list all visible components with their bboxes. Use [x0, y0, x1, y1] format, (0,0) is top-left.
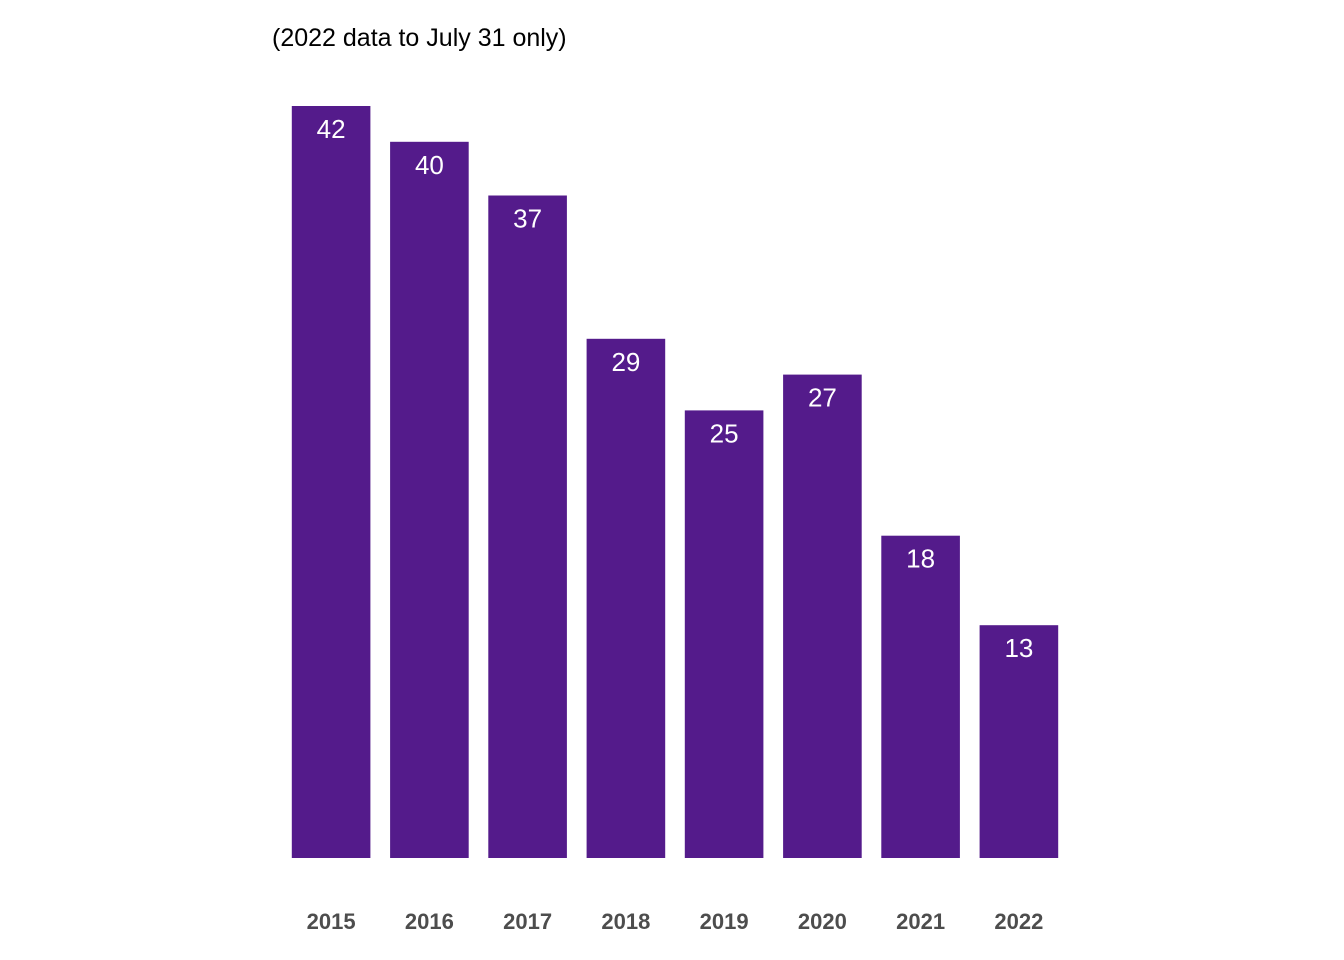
x-tick-label-2019: 2019 — [700, 909, 749, 934]
bar-2018 — [586, 338, 666, 858]
bar-2015 — [291, 106, 371, 858]
value-label-2022: 13 — [1004, 633, 1033, 663]
x-tick-label-2016: 2016 — [405, 909, 454, 934]
bar-2020 — [783, 374, 862, 858]
x-tick-label-2021: 2021 — [896, 909, 945, 934]
bar-2016 — [390, 141, 469, 859]
bar-2022 — [979, 625, 1059, 858]
value-label-2019: 25 — [710, 418, 739, 448]
bars-group — [291, 106, 1059, 859]
value-label-2018: 29 — [611, 347, 640, 377]
value-label-2015: 42 — [317, 114, 346, 144]
x-tick-label-2022: 2022 — [994, 909, 1043, 934]
value-label-2021: 18 — [906, 544, 935, 574]
value-label-2020: 27 — [808, 383, 837, 413]
x-tick-labels-group: 2015 2016 2017 2018 2019 2020 2021 2022 — [307, 909, 1044, 934]
chart-subtitle: (2022 data to July 31 only) — [272, 24, 567, 52]
bar-2021 — [881, 535, 960, 858]
value-label-2017: 37 — [513, 204, 542, 234]
value-labels-group: 42 40 37 29 25 27 18 13 — [317, 114, 1034, 663]
bar-2019 — [684, 410, 764, 858]
bar-2017 — [488, 195, 567, 858]
x-tick-label-2018: 2018 — [601, 909, 650, 934]
value-label-2016: 40 — [415, 150, 444, 180]
x-tick-label-2020: 2020 — [798, 909, 847, 934]
x-tick-label-2017: 2017 — [503, 909, 552, 934]
x-tick-label-2015: 2015 — [307, 909, 356, 934]
